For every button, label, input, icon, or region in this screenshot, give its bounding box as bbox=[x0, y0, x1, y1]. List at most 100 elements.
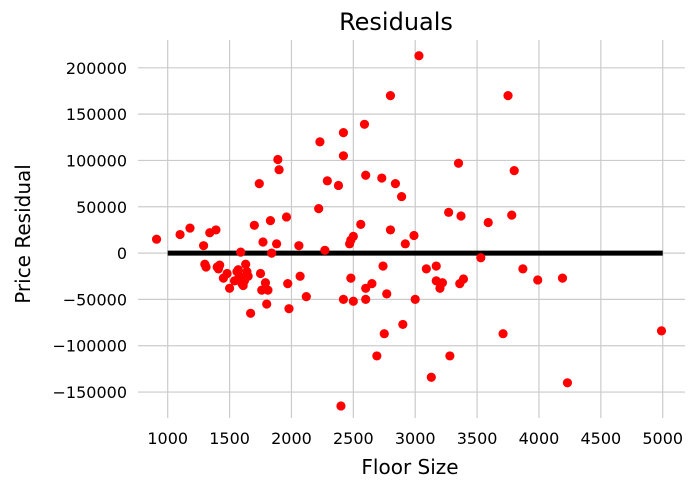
scatter-point bbox=[348, 296, 358, 306]
y-tick-labels: −150000 −100000 −50000 0 50000 100000 150000 20… bbox=[53, 59, 127, 402]
y-tick-label: 150000 bbox=[66, 105, 127, 124]
x-tick-label: 4000 bbox=[519, 429, 560, 448]
scatter-point bbox=[356, 219, 366, 229]
points-layer bbox=[151, 51, 667, 411]
scatter-point bbox=[272, 239, 282, 249]
scatter-point bbox=[263, 285, 273, 295]
scatter-point bbox=[409, 230, 419, 241]
scatter-point bbox=[503, 90, 513, 101]
scatter-point bbox=[400, 239, 410, 249]
y-tick-label: 100000 bbox=[66, 151, 127, 170]
y-tick-label: 200000 bbox=[66, 59, 127, 78]
scatter-point bbox=[283, 279, 293, 289]
scatter-point bbox=[372, 351, 382, 361]
scatter-point bbox=[211, 225, 221, 235]
x-tick-label: 1500 bbox=[209, 429, 250, 448]
scatter-point bbox=[421, 264, 431, 274]
scatter-point bbox=[262, 299, 272, 309]
scatter-point bbox=[557, 273, 568, 283]
scatter-point bbox=[476, 253, 486, 263]
scatter-point bbox=[410, 294, 420, 305]
scatter-point bbox=[379, 329, 389, 339]
scatter-point bbox=[385, 90, 396, 101]
scatter-point bbox=[185, 223, 195, 233]
scatter-point bbox=[201, 262, 211, 272]
scatter-point bbox=[254, 179, 264, 189]
x-tick-labels: 1000 1500 2000 2500 3000 3500 4000 4500 5000 bbox=[147, 429, 683, 448]
y-tick-label: −50000 bbox=[63, 290, 127, 309]
scatter-point bbox=[367, 279, 377, 289]
scatter-point bbox=[260, 278, 271, 288]
scatter-point bbox=[562, 378, 573, 388]
scatter-point bbox=[444, 207, 454, 217]
scatter-point bbox=[222, 268, 232, 279]
scatter-point bbox=[243, 271, 253, 281]
scatter-point bbox=[518, 264, 528, 274]
scatter-point bbox=[382, 289, 392, 299]
scatter-point bbox=[322, 176, 332, 186]
scatter-point bbox=[361, 294, 371, 305]
scatter-point bbox=[198, 241, 209, 251]
y-tick-label: −100000 bbox=[53, 337, 127, 356]
scatter-point bbox=[338, 128, 349, 138]
scatter-point bbox=[426, 372, 436, 382]
scatter-point bbox=[361, 170, 371, 180]
x-tick-label: 3000 bbox=[395, 429, 436, 448]
scatter-point bbox=[320, 245, 330, 255]
scatter-point bbox=[215, 260, 225, 270]
scatter-point bbox=[396, 191, 407, 202]
x-tick-label: 1000 bbox=[147, 429, 188, 448]
scatter-point bbox=[431, 261, 441, 271]
chart-title: Residuals bbox=[339, 8, 453, 36]
scatter-point bbox=[458, 274, 469, 284]
y-tick-label: 50000 bbox=[76, 198, 127, 217]
x-tick-label: 2500 bbox=[333, 429, 374, 448]
scatter-point bbox=[385, 225, 396, 235]
y-tick-label: −150000 bbox=[53, 383, 127, 402]
scatter-point bbox=[274, 165, 284, 175]
scatter-point bbox=[414, 51, 424, 61]
x-axis-label: Floor Size bbox=[361, 455, 458, 479]
scatter-point bbox=[348, 231, 358, 242]
x-tick-label: 5000 bbox=[642, 429, 683, 448]
scatter-point bbox=[656, 326, 667, 336]
scatter-point bbox=[509, 166, 519, 176]
scatter-point bbox=[255, 268, 266, 279]
scatter-point bbox=[315, 137, 325, 147]
scatter-point bbox=[346, 273, 356, 283]
scatter-point bbox=[284, 304, 294, 314]
scatter-point bbox=[336, 401, 346, 411]
scatter-point bbox=[498, 329, 508, 339]
scatter-point bbox=[445, 351, 455, 361]
scatter-point bbox=[338, 151, 349, 161]
scatter-point bbox=[224, 283, 235, 293]
x-tick-label: 2000 bbox=[271, 429, 312, 448]
scatter-point bbox=[241, 259, 251, 269]
scatter-point bbox=[249, 220, 259, 230]
y-tick-label: 0 bbox=[117, 244, 127, 263]
scatter-point bbox=[507, 210, 517, 220]
scatter-point bbox=[314, 204, 324, 214]
x-tick-label: 3500 bbox=[457, 429, 498, 448]
scatter-point bbox=[301, 292, 311, 302]
scatter-point bbox=[533, 275, 543, 285]
scatter-point bbox=[398, 319, 408, 330]
y-axis-label: Price Residual bbox=[11, 164, 35, 304]
scatter-point bbox=[333, 180, 344, 191]
scatter-point bbox=[175, 229, 185, 240]
scatter-point bbox=[294, 241, 304, 251]
x-tick-label: 4500 bbox=[580, 429, 621, 448]
scatter-point bbox=[273, 154, 283, 165]
scatter-point bbox=[338, 294, 349, 305]
scatter-point bbox=[359, 119, 370, 129]
scatter-point bbox=[377, 173, 387, 183]
scatter-point bbox=[258, 237, 268, 247]
scatter-point bbox=[236, 247, 246, 257]
scatter-point bbox=[390, 179, 401, 189]
scatter-point bbox=[267, 248, 277, 258]
scatter-point bbox=[151, 234, 162, 244]
scatter-point bbox=[453, 158, 464, 168]
scatter-point bbox=[265, 216, 276, 226]
scatter-point bbox=[295, 271, 305, 281]
